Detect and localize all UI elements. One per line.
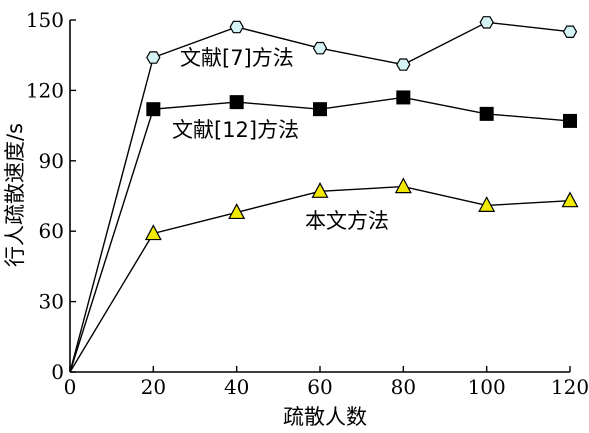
x-tick-label-40: 40 bbox=[224, 375, 249, 399]
data-point-s1-80 bbox=[396, 90, 411, 105]
y-tick-label-150: 150 bbox=[26, 8, 64, 32]
axes: 0 20 40 60 80 100 120 0 30 60 90 120 150 bbox=[26, 8, 589, 399]
x-tick-label-80: 80 bbox=[391, 375, 416, 399]
series-labels: 文献[7]方法 文献[12]方法 本文方法 bbox=[172, 46, 389, 233]
data-point-s0-80 bbox=[396, 58, 411, 71]
y-tick-label-30: 30 bbox=[39, 290, 64, 314]
data-point-s1-20 bbox=[146, 102, 161, 117]
y-tick-label-0: 0 bbox=[51, 360, 64, 384]
x-axis-title: 疏散人数 bbox=[283, 405, 367, 429]
data-point-s2-80 bbox=[394, 177, 412, 194]
y-axis-title: 行人疏散速度/s bbox=[3, 123, 27, 267]
data-point-s2-20 bbox=[144, 224, 162, 241]
y-tick-label-120: 120 bbox=[26, 78, 64, 102]
series-label-proposed: 本文方法 bbox=[305, 209, 389, 233]
series-label-ref7: 文献[7]方法 bbox=[180, 46, 294, 70]
x-tick-label-120: 120 bbox=[551, 375, 589, 399]
x-tick-label-60: 60 bbox=[307, 375, 332, 399]
data-point-s1-40 bbox=[229, 95, 244, 110]
y-tick-label-60: 60 bbox=[39, 219, 64, 243]
data-point-s2-40 bbox=[228, 203, 246, 220]
data-point-s0-20 bbox=[146, 51, 161, 64]
data-point-s0-100 bbox=[479, 16, 494, 29]
data-point-s2-60 bbox=[311, 182, 329, 198]
data-point-s0-40 bbox=[229, 20, 244, 34]
x-tick-label-100: 100 bbox=[468, 375, 506, 399]
data-point-s2-120 bbox=[561, 191, 579, 208]
data-point-s1-100 bbox=[479, 106, 494, 121]
series-markers bbox=[144, 16, 579, 241]
data-point-s0-60 bbox=[312, 41, 328, 55]
y-tick-label-90: 90 bbox=[39, 149, 64, 173]
data-point-s2-100 bbox=[478, 196, 496, 212]
x-tick-label-0: 0 bbox=[64, 375, 77, 399]
data-point-s1-120 bbox=[563, 113, 577, 128]
data-point-s1-60 bbox=[313, 102, 327, 117]
data-point-s0-120 bbox=[562, 25, 578, 39]
series-line-1 bbox=[69, 96, 571, 373]
x-tick-label-20: 20 bbox=[141, 375, 166, 399]
series-label-ref12: 文献[12]方法 bbox=[172, 118, 299, 142]
